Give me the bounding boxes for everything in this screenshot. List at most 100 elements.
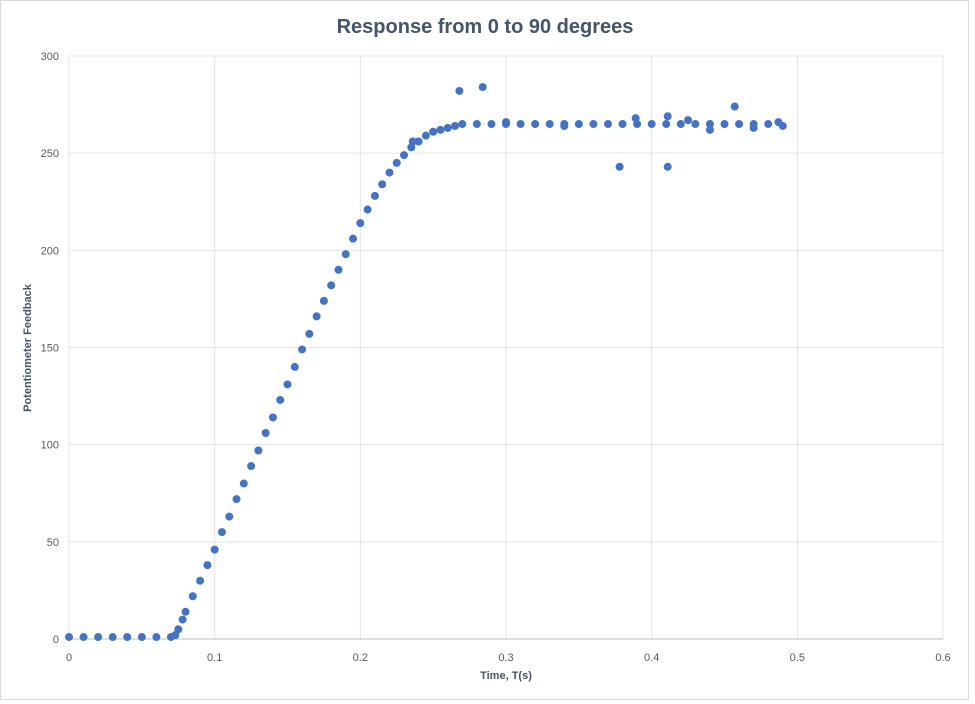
data-point [705, 120, 714, 129]
data-point [261, 429, 270, 438]
data-point [363, 205, 372, 214]
data-point [774, 118, 783, 127]
x-axis-label: Time, T(s) [480, 670, 532, 682]
x-tick-label: 0.6 [935, 652, 950, 664]
data-point [478, 83, 487, 92]
data-point [370, 191, 379, 200]
data-point [472, 120, 481, 129]
y-tick-label: 300 [41, 51, 59, 63]
data-point [574, 120, 583, 129]
data-point [152, 633, 161, 642]
data-point [730, 102, 739, 111]
data-point [188, 592, 197, 601]
data-point [647, 120, 656, 129]
y-tick-label: 250 [41, 148, 59, 160]
y-tick-label: 0 [53, 634, 59, 646]
data-point [174, 625, 183, 634]
x-tick-label: 0.4 [644, 652, 659, 664]
data-point [684, 116, 693, 125]
data-point [232, 495, 241, 504]
data-point [451, 121, 460, 130]
data-point [414, 137, 423, 146]
data-point [254, 446, 263, 455]
data-points [65, 83, 787, 642]
y-tick-label: 150 [41, 343, 59, 355]
x-tick-label: 0.2 [353, 652, 368, 664]
data-point [349, 234, 358, 243]
data-point [691, 120, 700, 129]
chart-title: Response from 0 to 90 degrees [337, 16, 634, 38]
data-point [378, 180, 387, 189]
data-point [239, 479, 248, 488]
y-tick-label: 50 [47, 537, 59, 549]
data-point [268, 413, 277, 422]
x-tick-label: 0.5 [790, 652, 805, 664]
data-point [178, 615, 187, 624]
y-tick-label: 100 [41, 440, 59, 452]
data-point [334, 265, 343, 274]
data-point [203, 561, 212, 570]
data-point [385, 168, 394, 177]
data-point [662, 120, 671, 129]
data-point [516, 120, 525, 129]
data-point [663, 112, 672, 121]
data-point [421, 131, 430, 140]
data-point [290, 362, 299, 371]
data-point [123, 633, 132, 642]
data-point [663, 162, 672, 171]
x-tick-label: 0 [66, 652, 72, 664]
data-point [217, 528, 226, 537]
data-point [276, 395, 285, 404]
data-point [247, 462, 256, 471]
data-point [436, 125, 445, 134]
x-tick-label: 0.1 [207, 652, 222, 664]
data-point [181, 607, 190, 616]
data-point [531, 120, 540, 129]
data-point [720, 120, 729, 129]
data-point [705, 125, 714, 134]
data-point [545, 120, 554, 129]
data-point [615, 162, 624, 171]
y-tick-label: 200 [41, 245, 59, 257]
data-point [79, 633, 88, 642]
data-point [108, 633, 117, 642]
x-tick-label: 0.3 [498, 652, 513, 664]
data-point [137, 633, 146, 642]
data-point [312, 312, 321, 321]
data-point [210, 545, 219, 554]
data-point [408, 137, 417, 146]
data-point [764, 120, 773, 129]
x-tick-labels: 0 0.1 0.2 0.3 0.4 0.5 0.6 [66, 652, 951, 664]
data-point [487, 120, 496, 129]
data-point [603, 120, 612, 129]
data-point [400, 151, 409, 160]
data-point [298, 345, 307, 354]
data-point [305, 329, 314, 338]
data-point [283, 380, 292, 389]
data-point [196, 576, 205, 585]
y-axis-label: Potentiometer Feedback [22, 283, 34, 412]
data-point [676, 120, 685, 129]
data-point [341, 250, 350, 259]
data-point [94, 633, 103, 642]
data-point [65, 633, 73, 642]
data-point [455, 86, 464, 95]
data-point [735, 120, 744, 129]
data-point [631, 114, 640, 123]
data-point [327, 281, 336, 290]
data-point [392, 158, 401, 167]
data-point [356, 219, 365, 228]
data-point [458, 120, 467, 129]
data-point [589, 120, 598, 129]
data-point [225, 512, 234, 521]
gridlines [68, 55, 944, 639]
data-point [749, 123, 758, 132]
data-point [429, 127, 438, 136]
data-point [560, 121, 569, 130]
data-point [443, 123, 452, 132]
y-tick-labels: 0 50 100 150 200 250 300 [41, 51, 59, 646]
data-point [319, 296, 328, 305]
data-point [618, 120, 627, 129]
